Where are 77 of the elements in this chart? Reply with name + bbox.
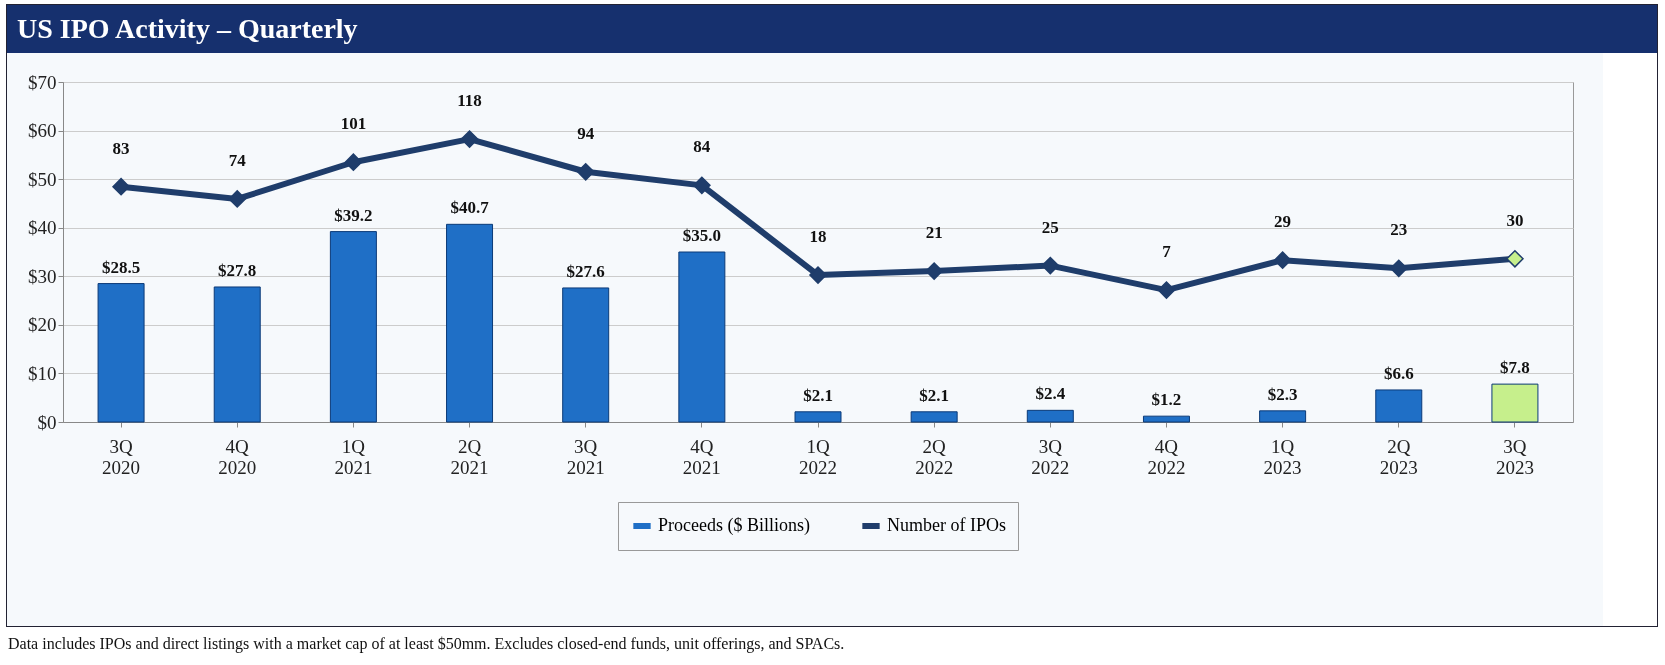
bar <box>562 287 610 423</box>
point <box>1041 256 1060 275</box>
x-tick-label: 1Q 2021 <box>334 435 373 478</box>
point <box>576 162 595 181</box>
y-tick-label: $0 <box>37 411 57 433</box>
bar <box>446 223 494 423</box>
bar <box>910 411 958 423</box>
data-label: 83 <box>112 138 130 158</box>
data-label: 21 <box>925 223 943 243</box>
data-label: $27.6 <box>566 261 605 281</box>
data-label: 18 <box>809 227 827 247</box>
data-label: $2.4 <box>1035 384 1066 404</box>
data-label: 25 <box>1041 217 1059 237</box>
x-tick-label: 2Q 2021 <box>450 435 489 478</box>
legend-label: Number of IPOs <box>887 515 1006 535</box>
chart-title: US IPO Activity – Quarterly <box>7 5 1657 53</box>
point <box>1273 251 1292 269</box>
data-label: $35.0 <box>682 226 721 245</box>
bar <box>329 231 377 423</box>
data-label: 118 <box>457 91 482 111</box>
data-label: $2.3 <box>1267 384 1298 404</box>
point <box>1389 259 1408 278</box>
bar <box>97 283 145 423</box>
point <box>228 190 247 208</box>
bar <box>1142 415 1190 423</box>
point <box>460 130 479 148</box>
point <box>925 262 943 280</box>
x-tick-label: 1Q 2022 <box>799 435 837 478</box>
bar <box>213 286 261 423</box>
bar <box>1259 410 1307 423</box>
y-tick-label: $10 <box>28 362 57 384</box>
x-tick-label: 2Q 2023 <box>1379 435 1418 478</box>
data-label: 84 <box>693 137 711 157</box>
x-tick-label: 3Q 2020 <box>102 435 141 478</box>
bar <box>794 411 842 423</box>
data-label: 29 <box>1274 212 1292 232</box>
bar <box>1491 383 1539 423</box>
bar <box>1026 409 1074 423</box>
data-label: $7.8 <box>1500 358 1530 378</box>
data-label: $1.2 <box>1151 390 1182 410</box>
x-tick-label: 4Q 2021 <box>682 435 721 478</box>
y-tick-label: $40 <box>28 217 57 239</box>
data-label: 94 <box>577 123 595 143</box>
point <box>1157 281 1176 299</box>
data-label: 74 <box>228 150 247 170</box>
text: Data includes IPOs and direct listings with a market cap of at least $50mm. Excludes closed-end funds, unit offerings, and SPACs. <box>7 634 846 655</box>
point <box>344 153 363 172</box>
x-tick-label: 2Q 2022 <box>915 435 954 478</box>
data-label: $2.1 <box>919 385 950 405</box>
y-tick-label: $20 <box>28 314 57 336</box>
data-label: 101 <box>340 114 367 134</box>
bar <box>678 251 726 423</box>
data-label: $28.5 <box>101 257 141 277</box>
bar <box>1375 389 1423 423</box>
point <box>112 177 130 196</box>
data-label: $40.7 <box>450 198 490 218</box>
y-tick-label: $60 <box>28 120 57 142</box>
data-label: $27.8 <box>218 260 257 280</box>
x-tick-label: 3Q 2022 <box>1031 435 1070 478</box>
y-tick-label: $50 <box>28 168 57 190</box>
x-tick-label: 3Q 2023 <box>1495 435 1534 478</box>
data-label: $2.1 <box>803 385 833 405</box>
y-tick-label: $70 <box>28 71 57 93</box>
point <box>1506 249 1524 268</box>
legend-label: Proceeds ($ Billions) <box>658 515 810 536</box>
x-tick-label: 4Q 2020 <box>218 435 257 478</box>
x-tick-label: 3Q 2021 <box>566 435 605 478</box>
data-label: $6.6 <box>1383 363 1414 383</box>
data-label: 7 <box>1162 242 1172 262</box>
point <box>809 266 827 284</box>
y-tick-label: $30 <box>28 265 57 287</box>
x-tick-label: 4Q 2022 <box>1147 435 1186 478</box>
x-tick-label: 1Q 2023 <box>1263 435 1302 478</box>
data-label: 23 <box>1390 220 1408 240</box>
data-label: 30 <box>1506 210 1524 230</box>
point <box>693 176 711 195</box>
data-label: $39.2 <box>334 205 373 225</box>
